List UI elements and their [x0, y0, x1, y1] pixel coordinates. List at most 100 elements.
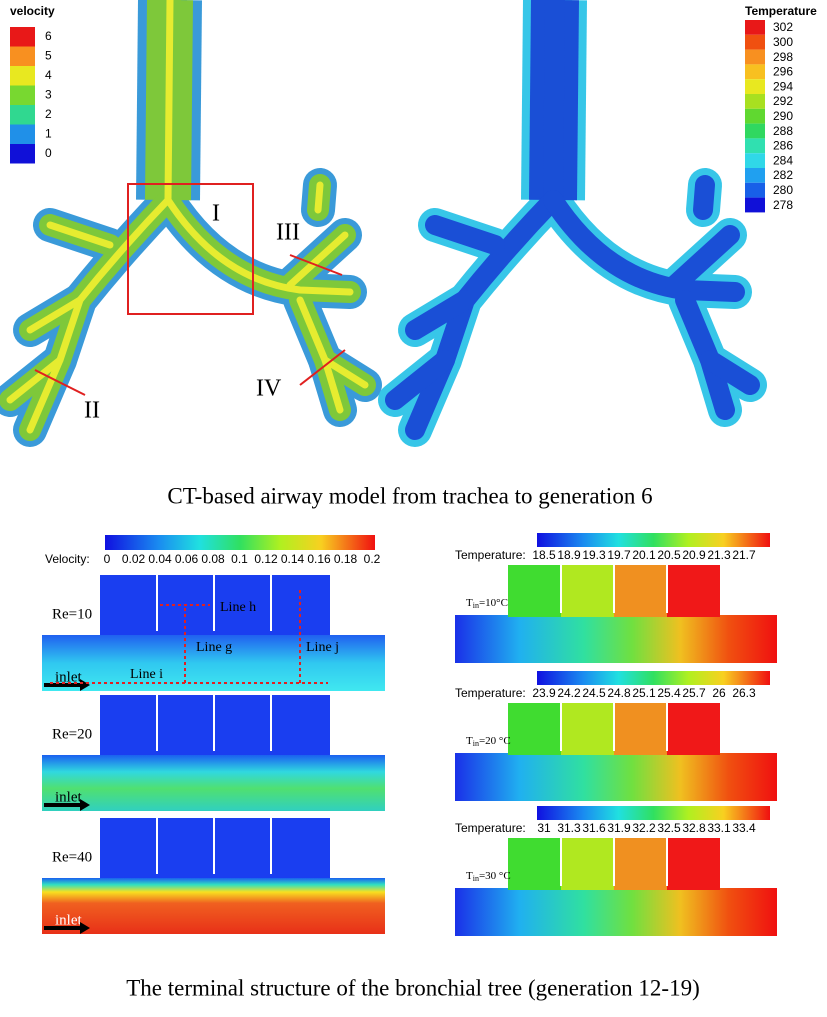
legend-swatch	[745, 197, 765, 213]
temperature-panels: Temperature: 18.5 18.9 19.3 19.7 20.1 20.5 20.9…	[455, 533, 777, 936]
colorbar-label: 32.5	[657, 821, 681, 835]
legend-label: 296	[773, 65, 793, 79]
legend-swatch	[10, 144, 35, 164]
legend-label: 298	[773, 50, 793, 64]
legend-label: 4	[45, 68, 52, 82]
block	[508, 838, 561, 890]
colorbar-title: Temperature:	[455, 548, 526, 562]
region-box	[127, 183, 254, 315]
legend-swatch	[10, 124, 35, 144]
legend-swatch	[745, 123, 765, 139]
colorbar-label: 25.4	[657, 686, 681, 700]
legend-swatch	[10, 66, 35, 86]
colorbar-label: 18.9	[557, 548, 581, 562]
inlet-label: inlet	[55, 669, 82, 685]
colorbar-title: Velocity:	[45, 552, 90, 566]
colorbar-label: 19.7	[607, 548, 631, 562]
legend-swatch	[10, 105, 35, 125]
colorbar-label: 26	[712, 686, 726, 700]
legend-label: 292	[773, 94, 793, 108]
legend-label: 2	[45, 107, 52, 121]
legend-swatch	[745, 20, 765, 35]
inlet-arrow	[44, 799, 90, 811]
colorbar	[537, 533, 770, 547]
channel	[42, 755, 385, 811]
colorbar-label: 0.12	[254, 552, 278, 566]
inlet-label: inlet	[55, 789, 82, 805]
legend-swatch	[745, 153, 765, 168]
caption: The terminal structure of the bronchial …	[126, 975, 699, 1000]
colorbar-label: 0.18	[334, 552, 358, 566]
colorbar-title: Temperature:	[455, 686, 526, 700]
colorbar-label: 0.2	[364, 552, 381, 566]
legend-swatch	[745, 168, 765, 183]
legend-swatch	[10, 27, 35, 47]
line-label: Line j	[306, 640, 339, 655]
region-label: III	[276, 220, 300, 246]
velocity-panels: Re=10 inlet Line h Line g Line i Line j Re=20 i…	[42, 575, 385, 934]
channel	[455, 615, 777, 663]
block	[667, 565, 720, 617]
cut-line	[289, 254, 343, 276]
legend-swatch	[745, 64, 765, 80]
block	[508, 565, 561, 617]
colorbar	[537, 671, 770, 685]
colorbar-label: 31.9	[607, 821, 631, 835]
block	[667, 838, 720, 890]
colorbar-label: 0.02	[122, 552, 146, 566]
panel-label: Re=40	[52, 849, 92, 865]
colorbar-label: 25.1	[632, 686, 656, 700]
colorbar-label: 31.3	[557, 821, 581, 835]
block	[614, 565, 667, 617]
inlet-temperature: Tin=30 °C	[466, 870, 511, 883]
legend-label: 288	[773, 124, 793, 138]
colorbar-title: Temperature:	[455, 821, 526, 835]
inlet-arrow	[44, 679, 90, 691]
colorbar-label: 24.5	[582, 686, 606, 700]
colorbar-label: 31.6	[582, 821, 606, 835]
colorbar-label: 18.5	[532, 548, 556, 562]
legend-label: 0	[45, 146, 52, 160]
block	[561, 565, 614, 617]
panel-label: Re=20	[52, 726, 92, 742]
colorbar-label: 0.14	[281, 552, 305, 566]
colorbar-label: 33.1	[707, 821, 731, 835]
block	[508, 703, 561, 755]
region-label: I	[212, 201, 220, 227]
inlet-arrow	[44, 922, 90, 934]
legend-label: 6	[45, 29, 52, 43]
legend-swatch	[745, 79, 765, 94]
colorbar	[537, 806, 770, 820]
legend-label: 294	[773, 79, 793, 93]
legend-label: 3	[45, 88, 52, 102]
cut-line	[34, 369, 86, 396]
colorbar-label: 0	[104, 552, 111, 566]
legend-swatch	[10, 46, 35, 66]
colorbar-label: 32.2	[632, 821, 656, 835]
legend-label: 278	[773, 198, 793, 212]
colorbar-label: 25.7	[682, 686, 706, 700]
subscript: in	[473, 874, 479, 883]
colorbar-label: 20.1	[632, 548, 656, 562]
subscript: in	[473, 601, 479, 610]
rest: =30 °C	[479, 870, 511, 882]
legend-swatch	[745, 108, 765, 124]
colorbar-label: 19.3	[582, 548, 606, 562]
colorbar-label: 21.3	[707, 548, 731, 562]
colorbar-label: 31	[537, 821, 551, 835]
block	[561, 703, 614, 755]
legend-label: 282	[773, 168, 793, 182]
channel	[455, 888, 777, 936]
legend-label: 280	[773, 183, 793, 197]
colorbar-label: 24.8	[607, 686, 631, 700]
region-label: IV	[256, 376, 282, 402]
symbol: T	[466, 735, 473, 747]
colorbar	[105, 535, 375, 550]
block	[561, 838, 614, 890]
block	[614, 838, 667, 890]
airway-temperature	[395, 0, 750, 430]
symbol: T	[466, 597, 473, 609]
colorbar-label: 21.7	[732, 548, 756, 562]
colorbar-label: 0.06	[175, 552, 199, 566]
legend-label: 1	[45, 127, 52, 141]
